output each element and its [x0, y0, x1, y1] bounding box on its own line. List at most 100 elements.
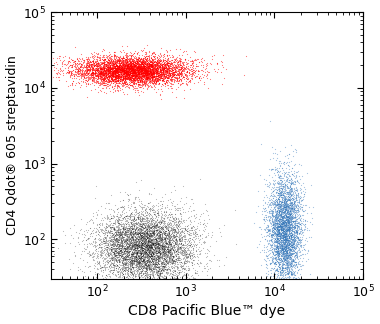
Point	[85, 81, 91, 86]
Point	[282, 198, 288, 203]
Point	[71, 63, 77, 68]
Point	[176, 240, 182, 245]
Point	[277, 234, 283, 239]
Point	[160, 233, 166, 238]
Point	[283, 214, 290, 219]
Point	[285, 226, 291, 231]
Point	[153, 219, 159, 224]
Point	[137, 65, 143, 70]
Point	[271, 220, 277, 225]
Point	[124, 231, 130, 236]
Point	[165, 66, 171, 71]
Point	[160, 66, 166, 71]
Point	[109, 68, 116, 73]
Point	[126, 251, 132, 256]
Point	[280, 207, 286, 212]
Point	[105, 245, 111, 250]
Point	[139, 250, 145, 256]
Point	[274, 224, 280, 229]
Point	[125, 71, 131, 76]
Point	[108, 225, 114, 230]
Point	[68, 56, 74, 62]
Point	[271, 273, 277, 278]
Point	[127, 61, 133, 66]
Point	[122, 70, 128, 75]
Point	[109, 72, 116, 77]
Point	[145, 239, 151, 244]
Point	[152, 58, 158, 64]
Point	[147, 268, 154, 273]
Point	[145, 240, 151, 246]
Point	[158, 72, 165, 77]
Point	[147, 255, 154, 260]
Point	[101, 68, 108, 73]
Point	[138, 65, 144, 70]
Point	[126, 238, 132, 243]
Point	[156, 242, 162, 247]
Point	[145, 263, 151, 268]
Point	[161, 248, 167, 253]
Point	[144, 73, 150, 78]
Point	[282, 284, 288, 289]
Point	[84, 242, 90, 247]
Point	[129, 259, 135, 264]
Point	[146, 232, 152, 237]
Point	[295, 240, 301, 245]
Point	[140, 65, 146, 70]
Point	[111, 64, 117, 70]
Point	[294, 188, 300, 193]
Point	[137, 230, 143, 235]
Point	[161, 75, 167, 81]
Point	[89, 72, 95, 77]
Point	[150, 62, 157, 67]
Point	[144, 62, 150, 67]
Point	[136, 240, 142, 246]
Point	[153, 77, 159, 82]
Point	[109, 271, 115, 276]
Point	[296, 231, 302, 236]
Point	[285, 286, 291, 292]
Point	[162, 81, 168, 86]
Point	[85, 70, 91, 75]
Point	[119, 55, 125, 61]
Point	[65, 61, 71, 66]
Point	[116, 64, 122, 69]
Point	[173, 94, 179, 99]
Point	[108, 192, 114, 198]
Point	[162, 246, 168, 251]
Point	[287, 240, 293, 245]
Point	[157, 218, 163, 224]
Point	[272, 201, 279, 206]
Point	[120, 226, 126, 231]
Point	[114, 67, 120, 72]
Point	[265, 242, 271, 247]
Point	[187, 232, 193, 237]
Point	[134, 225, 140, 230]
Point	[277, 189, 283, 194]
Point	[155, 238, 161, 243]
Point	[161, 59, 167, 64]
Point	[157, 74, 163, 79]
Point	[149, 75, 155, 80]
Point	[287, 191, 293, 196]
Point	[145, 238, 151, 243]
Point	[84, 220, 90, 225]
Point	[179, 304, 185, 309]
Point	[195, 261, 201, 267]
Point	[174, 247, 180, 252]
Point	[95, 252, 101, 257]
Point	[206, 249, 212, 254]
Point	[170, 238, 176, 244]
Point	[146, 248, 152, 253]
Point	[274, 267, 280, 272]
Point	[59, 61, 65, 66]
Point	[108, 248, 114, 253]
Point	[129, 217, 135, 222]
Point	[90, 230, 96, 236]
Point	[109, 289, 115, 294]
Point	[140, 67, 146, 72]
Point	[294, 234, 300, 239]
Point	[174, 71, 180, 76]
Point	[278, 179, 284, 184]
Point	[169, 71, 176, 76]
